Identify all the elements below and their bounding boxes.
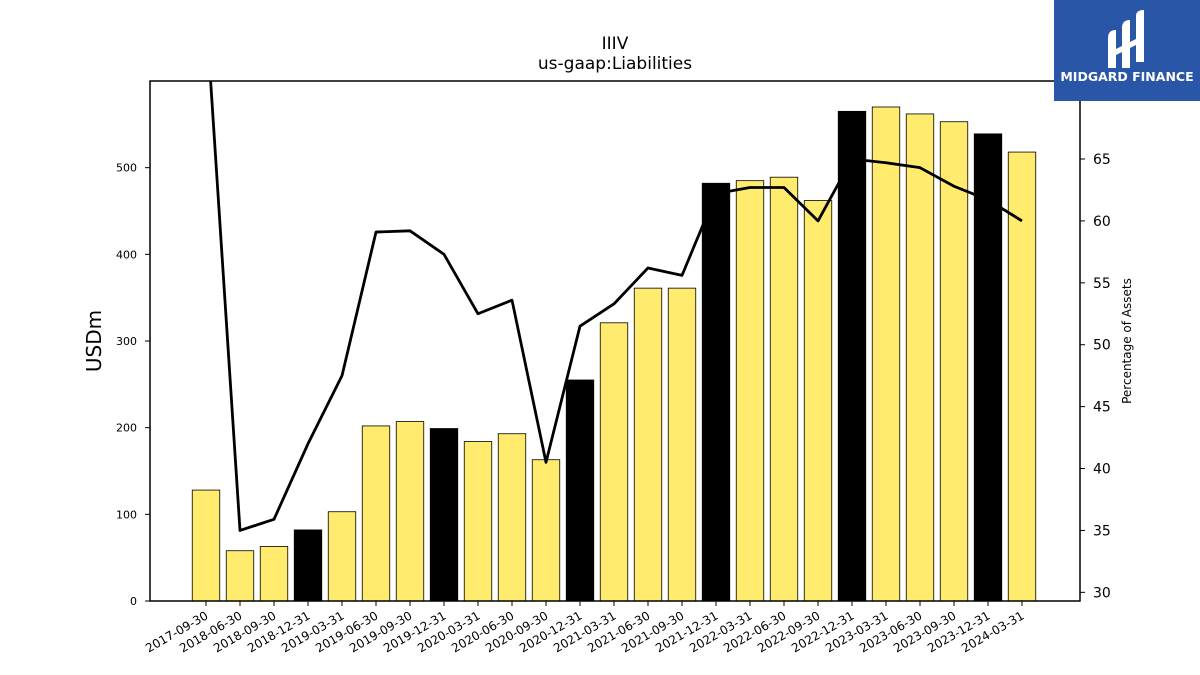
y-tick-label: 200 xyxy=(116,422,137,435)
y-tick-label: 300 xyxy=(116,335,137,348)
y2-tick-label: 45 xyxy=(1093,400,1111,416)
y2-axis: 30 35 40 45 50 55 60 65 xyxy=(1080,152,1111,601)
bar xyxy=(225,550,255,602)
bar xyxy=(939,121,969,602)
bar xyxy=(429,428,459,602)
bar-series xyxy=(191,106,1037,602)
bar xyxy=(633,287,663,602)
bar xyxy=(327,511,357,602)
bar xyxy=(361,425,391,602)
bar xyxy=(497,433,527,602)
y2-tick-label: 30 xyxy=(1093,585,1111,601)
y2-tick-label: 55 xyxy=(1093,276,1111,292)
bar xyxy=(599,322,629,602)
y2-tick-label: 35 xyxy=(1093,523,1111,539)
bar xyxy=(463,441,493,602)
brand-name: MIDGARD FINANCE xyxy=(1060,69,1193,84)
chart-subtitle: us-gaap:Liabilities xyxy=(538,54,692,74)
y2-axis-label: Percentage of Assets xyxy=(1120,278,1134,404)
y-tick-label: 500 xyxy=(116,162,137,175)
brand-logo: MIDGARD FINANCE xyxy=(1054,0,1200,101)
midgard-logo-icon: MIDGARD FINANCE xyxy=(1054,0,1200,101)
bar xyxy=(191,489,221,602)
bar xyxy=(667,287,697,602)
y-tick-label: 400 xyxy=(116,248,137,261)
bar xyxy=(803,200,833,602)
y-tick-label: 0 xyxy=(130,595,137,608)
bar xyxy=(565,379,595,602)
bar xyxy=(701,182,731,602)
y2-tick-label: 50 xyxy=(1093,338,1111,354)
y-axis-label: USDm xyxy=(82,310,106,372)
bar xyxy=(293,529,323,602)
bar xyxy=(769,176,799,602)
bar xyxy=(905,113,935,602)
y-axis: 0 100 200 300 400 500 xyxy=(116,162,150,608)
bar xyxy=(973,133,1003,602)
line-series xyxy=(209,81,1023,532)
bar xyxy=(531,459,561,602)
bar xyxy=(837,110,867,602)
y2-tick-label: 65 xyxy=(1093,152,1111,168)
bar xyxy=(259,546,289,602)
bar xyxy=(871,106,901,602)
y-tick-label: 100 xyxy=(116,508,137,521)
chart-title: IIIV xyxy=(602,34,629,54)
y2-tick-label: 60 xyxy=(1093,214,1111,230)
bar xyxy=(1007,151,1037,602)
y2-tick-label: 40 xyxy=(1093,462,1111,478)
bar xyxy=(735,180,765,602)
percentage-line xyxy=(209,81,1023,532)
x-axis: 2017-09-302018-06-302018-09-302018-12-31… xyxy=(143,601,1027,655)
bar xyxy=(395,421,425,602)
